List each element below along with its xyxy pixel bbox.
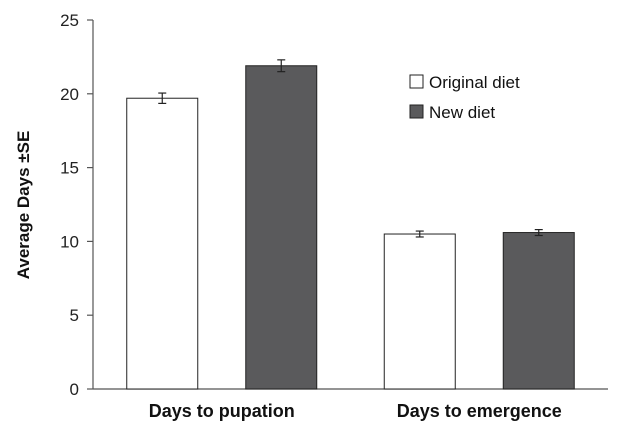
- y-tick-label: 20: [60, 85, 79, 104]
- y-axis-title: Average Days ±SE: [14, 131, 33, 280]
- bar-new-diet: [245, 65, 318, 390]
- y-tick-label: 25: [60, 11, 79, 30]
- y-tick-label: 0: [70, 380, 79, 399]
- bar-original-diet: [383, 233, 456, 390]
- x-category-label: Days to pupation: [149, 401, 295, 421]
- legend: Original diet New diet: [409, 73, 520, 122]
- x-category-label: Days to emergence: [397, 401, 562, 421]
- legend-label: Original diet: [429, 73, 520, 92]
- legend-label: New diet: [429, 103, 495, 122]
- bar-original-diet: [126, 97, 199, 390]
- bar-new-diet: [502, 232, 575, 390]
- x-axis-category-labels: Days to pupation Days to emergence: [149, 401, 562, 421]
- y-tick-label: 5: [70, 306, 79, 325]
- legend-swatch: [409, 104, 424, 119]
- legend-swatch: [409, 74, 424, 89]
- y-tick-label: 10: [60, 232, 79, 251]
- bars: [126, 59, 575, 390]
- y-tick-label: 15: [60, 159, 79, 178]
